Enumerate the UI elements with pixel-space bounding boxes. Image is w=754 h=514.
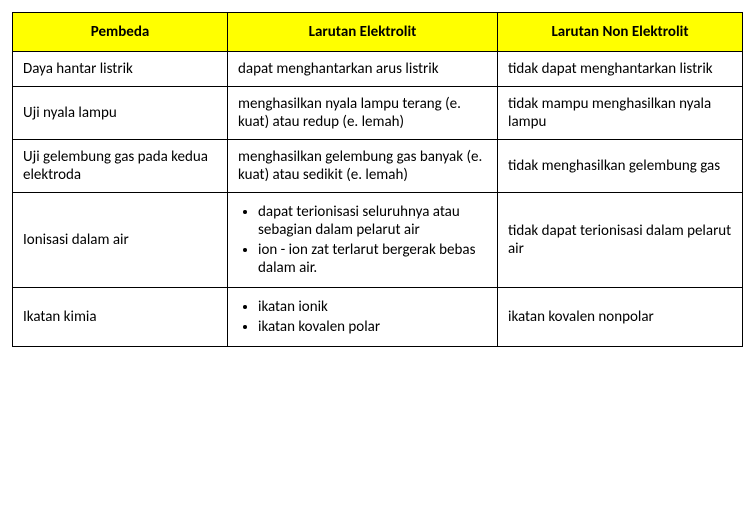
- cell-non-elektrolit: tidak dapat terionisasi dalam pelarut ai…: [498, 193, 743, 288]
- cell-list: ikatan ionik ikatan kovalen polar: [238, 298, 487, 336]
- list-item: ikatan ionik: [258, 298, 487, 316]
- cell-text: tidak dapat terionisasi dalam pelarut ai…: [508, 222, 731, 258]
- cell-text: menghasilkan nyala lampu terang (e. kuat…: [238, 95, 461, 131]
- cell-list: dapat terionisasi seluruhnya atau sebagi…: [238, 203, 487, 277]
- cell-pembeda: Ikatan kimia: [13, 288, 228, 347]
- col-header-elektrolit: Larutan Elektrolit: [228, 13, 498, 52]
- cell-pembeda: Uji nyala lampu: [13, 87, 228, 140]
- table-row: Uji gelembung gas pada kedua elektroda me…: [13, 140, 743, 193]
- cell-text: tidak mampu menghasilkan nyala lampu: [508, 95, 711, 131]
- list-item: dapat terionisasi seluruhnya atau sebagi…: [258, 203, 487, 239]
- table-body: Daya hantar listrik dapat menghantarkan a…: [13, 52, 743, 347]
- cell-pembeda: Daya hantar listrik: [13, 52, 228, 87]
- list-item: ikatan kovalen polar: [258, 318, 487, 336]
- table-row: Ikatan kimia ikatan ionik ikatan kovalen p…: [13, 288, 743, 347]
- table-row: Daya hantar listrik dapat menghantarkan a…: [13, 52, 743, 87]
- cell-text: tidak menghasilkan gelembung gas: [508, 157, 720, 175]
- cell-non-elektrolit: tidak mampu menghasilkan nyala lampu: [498, 87, 743, 140]
- col-header-non-elektrolit: Larutan Non Elektrolit: [498, 13, 743, 52]
- cell-elektrolit: dapat terionisasi seluruhnya atau sebagi…: [228, 193, 498, 288]
- table-header-row: Pembeda Larutan Elektrolit Larutan Non E…: [13, 13, 743, 52]
- cell-text: menghasilkan gelembung gas banyak (e. ku…: [238, 148, 482, 184]
- col-header-pembeda: Pembeda: [13, 13, 228, 52]
- cell-non-elektrolit: ikatan kovalen nonpolar: [498, 288, 743, 347]
- cell-elektrolit: dapat menghantarkan arus listrik: [228, 52, 498, 87]
- cell-text: dapat menghantarkan arus listrik: [238, 60, 439, 78]
- cell-non-elektrolit: tidak dapat menghantarkan listrik: [498, 52, 743, 87]
- cell-elektrolit: menghasilkan gelembung gas banyak (e. ku…: [228, 140, 498, 193]
- cell-text: ikatan kovalen nonpolar: [508, 308, 654, 326]
- cell-pembeda: Uji gelembung gas pada kedua elektroda: [13, 140, 228, 193]
- cell-pembeda: Ionisasi dalam air: [13, 193, 228, 288]
- table-row: Uji nyala lampu menghasilkan nyala lampu …: [13, 87, 743, 140]
- table-row: Ionisasi dalam air dapat terionisasi selu…: [13, 193, 743, 288]
- cell-non-elektrolit: tidak menghasilkan gelembung gas: [498, 140, 743, 193]
- cell-elektrolit: ikatan ionik ikatan kovalen polar: [228, 288, 498, 347]
- list-item: ion - ion zat terlarut bergerak bebas da…: [258, 241, 487, 277]
- cell-elektrolit: menghasilkan nyala lampu terang (e. kuat…: [228, 87, 498, 140]
- comparison-table: Pembeda Larutan Elektrolit Larutan Non E…: [12, 12, 743, 347]
- cell-text: tidak dapat menghantarkan listrik: [508, 60, 713, 78]
